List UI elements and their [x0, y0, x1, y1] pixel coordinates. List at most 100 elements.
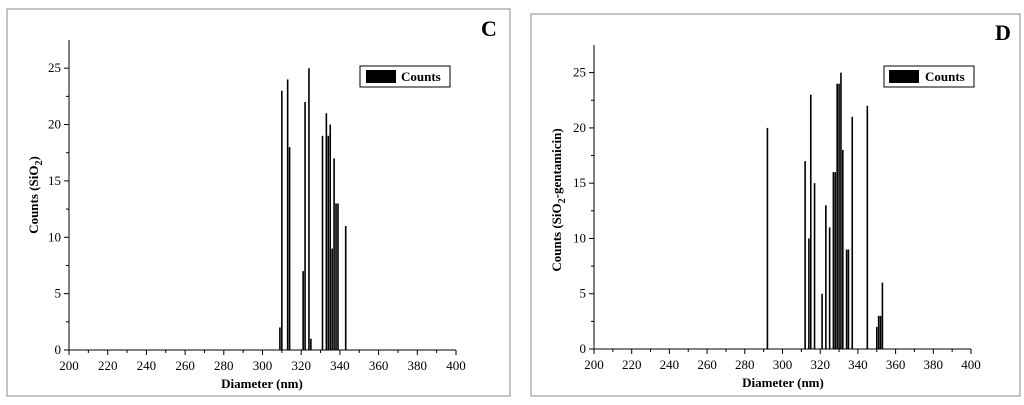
bar	[834, 172, 837, 349]
x-tick-label: 200	[584, 357, 604, 372]
bar	[845, 249, 848, 349]
y-tick-label: 10	[48, 229, 61, 244]
y-axis-title-sub: 2	[34, 161, 45, 166]
y-axis-title-tail: )	[26, 156, 41, 160]
bar	[288, 147, 291, 350]
bar	[813, 183, 816, 349]
panel-label: D	[995, 20, 1011, 45]
legend: Counts	[883, 65, 975, 88]
panel-frame	[6, 8, 511, 397]
x-ticks: 200 220 240 260 280 300 320 340 360 380 400	[59, 350, 466, 373]
bar	[847, 249, 850, 349]
bar	[329, 124, 332, 350]
bar	[333, 158, 335, 350]
x-tick-label: 340	[848, 357, 868, 372]
panel-frame	[530, 13, 1021, 397]
bar	[279, 327, 281, 350]
bar	[281, 90, 283, 351]
legend-swatch	[889, 70, 919, 83]
x-ticks: 200 220 240 260 280 300 320 340 360 380 400	[584, 349, 981, 372]
x-tick-label: 220	[622, 357, 642, 372]
x-tick-label: 260	[175, 358, 195, 373]
bar	[321, 135, 324, 350]
y-axis-title-main: Counts (SiO	[549, 203, 564, 271]
y-tick-label: 10	[573, 230, 586, 245]
bar	[825, 205, 827, 349]
y-tick-label: 15	[48, 173, 61, 188]
bar-series	[279, 68, 347, 351]
y-ticks: 0 5 10 15 20 25	[48, 60, 69, 357]
y-axis-title: Counts (SiO2-gentamicin)	[549, 128, 568, 271]
bar	[879, 315, 882, 349]
x-tick-label: 240	[660, 357, 680, 372]
chart-panel-c: C 200 220 240 260 280 300 320 340 360 380 400 0 5 10…	[6, 8, 511, 397]
x-tick-label: 240	[137, 358, 157, 373]
legend-swatch	[366, 70, 396, 83]
x-tick-label: 400	[446, 358, 466, 373]
bar	[840, 72, 842, 350]
x-tick-label: 200	[59, 358, 79, 373]
bar	[335, 203, 337, 350]
x-tick-label: 300	[773, 357, 793, 372]
bar	[344, 226, 347, 350]
bar	[804, 161, 806, 349]
y-ticks: 0 5 10 15 20 25	[573, 65, 594, 356]
y-tick-label: 15	[573, 175, 586, 190]
bar	[304, 102, 306, 350]
legend-label: Counts	[401, 69, 441, 84]
x-tick-label: 360	[369, 358, 389, 373]
y-tick-label: 5	[55, 286, 62, 301]
bar-series	[766, 72, 884, 350]
bar	[877, 315, 880, 349]
x-tick-label: 260	[697, 357, 717, 372]
x-axis-title: Diameter (nm)	[742, 375, 824, 390]
bar	[875, 326, 878, 349]
bar	[832, 172, 835, 349]
x-tick-label: 320	[810, 357, 830, 372]
bar	[821, 293, 823, 349]
y-tick-label: 0	[55, 342, 62, 357]
y-tick-label: 25	[48, 60, 61, 75]
panel-label: C	[481, 16, 497, 41]
y-axis-title-main: Counts (SiO	[26, 166, 41, 234]
bar	[286, 79, 289, 351]
y-tick-label: 0	[580, 341, 587, 356]
legend-label: Counts	[925, 69, 965, 84]
bar	[842, 150, 844, 349]
x-tick-label: 380	[408, 358, 428, 373]
bar	[836, 83, 838, 349]
legend: Counts	[359, 65, 451, 88]
bar	[838, 83, 840, 349]
y-axis-title: Counts (SiO2)	[26, 156, 45, 234]
x-tick-label: 280	[214, 358, 234, 373]
y-axis-title-sub: 2	[557, 198, 568, 203]
bar	[331, 248, 333, 350]
bar	[337, 203, 339, 350]
chart-panel-d: D 200 220 240 260 280 300 320 340 360 380 400 0510…	[530, 13, 1021, 397]
bar	[308, 68, 310, 350]
y-axis-title-tail: -gentamicin)	[549, 128, 564, 198]
bar	[881, 282, 884, 349]
bar	[310, 338, 312, 350]
bar	[866, 105, 869, 349]
x-axis-title: Diameter (nm)	[221, 376, 303, 391]
bar	[327, 135, 330, 350]
x-tick-label: 380	[924, 357, 944, 372]
x-tick-label: 220	[98, 358, 118, 373]
x-tick-label: 360	[886, 357, 906, 372]
y-tick-label: 20	[573, 120, 586, 135]
bar	[325, 113, 328, 350]
bar	[302, 271, 304, 350]
x-tick-label: 340	[330, 358, 350, 373]
bar	[851, 116, 854, 349]
bar	[828, 227, 831, 349]
x-tick-label: 300	[253, 358, 273, 373]
y-tick-label: 25	[573, 65, 586, 80]
y-tick-label: 5	[580, 286, 587, 301]
x-tick-label: 320	[291, 358, 311, 373]
bar	[809, 94, 812, 349]
x-tick-label: 280	[735, 357, 755, 372]
bar	[808, 238, 810, 349]
bar	[766, 127, 769, 349]
